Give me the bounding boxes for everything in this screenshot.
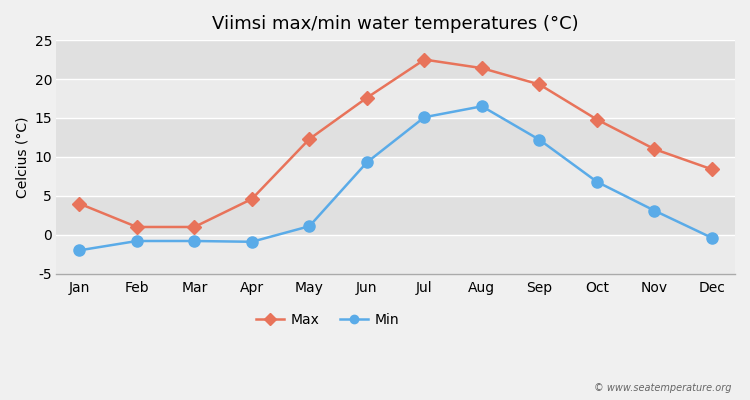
Text: © www.seatemperature.org: © www.seatemperature.org: [594, 383, 731, 393]
Legend: Max, Min: Max, Min: [251, 307, 405, 332]
Bar: [56, 157, 735, 196]
Y-axis label: Celcius (°C): Celcius (°C): [15, 116, 29, 198]
Title: Viimsi max/min water temperatures (°C): Viimsi max/min water temperatures (°C): [212, 15, 579, 33]
Bar: [56, 235, 735, 274]
Bar: [56, 79, 735, 118]
Bar: [56, 118, 735, 157]
Bar: [56, 40, 735, 79]
Bar: [56, 196, 735, 235]
